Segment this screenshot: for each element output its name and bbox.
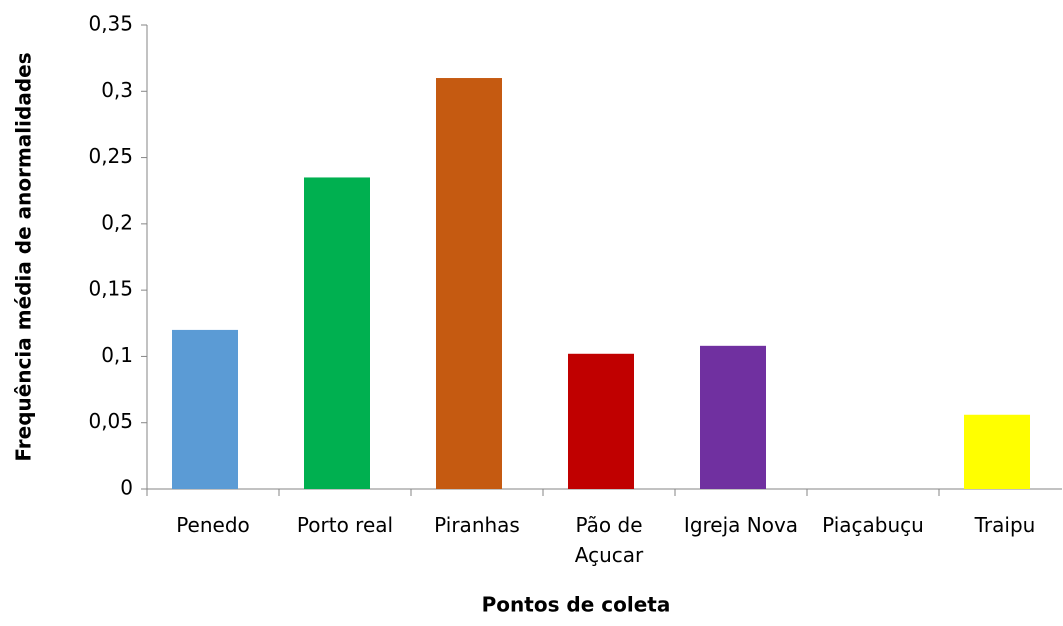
y-tick-label: 0,3 [101, 78, 133, 102]
x-tick-label: Porto real [296, 513, 394, 537]
y-tick-label: 0,15 [88, 277, 133, 301]
y-tick-label: 0 [120, 476, 133, 500]
bar [436, 78, 502, 490]
y-tick-label: 0,1 [101, 343, 133, 367]
x-axis-title: Pontos de coleta [482, 593, 671, 617]
x-tick-label: Penedo [176, 513, 250, 537]
x-tick-label: Piaçabuçu [822, 513, 924, 537]
x-tick-label: Traipu [974, 513, 1036, 537]
bar [568, 353, 634, 489]
y-tick-label: 0,2 [101, 210, 133, 234]
bar [964, 414, 1030, 489]
y-tick-label: 0,35 [88, 12, 133, 36]
x-tick-label: Igreja Nova [683, 513, 799, 537]
y-tick-label: 0,05 [88, 409, 133, 433]
bar [700, 345, 766, 489]
bar [172, 329, 238, 489]
y-tick-label: 0,25 [88, 144, 133, 168]
x-tick-label: Piranhas [434, 513, 520, 537]
bar [304, 177, 370, 489]
y-axis-title: Frequência média de anormalidades [12, 52, 36, 461]
x-tick-label: Pão de Açucar [574, 513, 644, 567]
